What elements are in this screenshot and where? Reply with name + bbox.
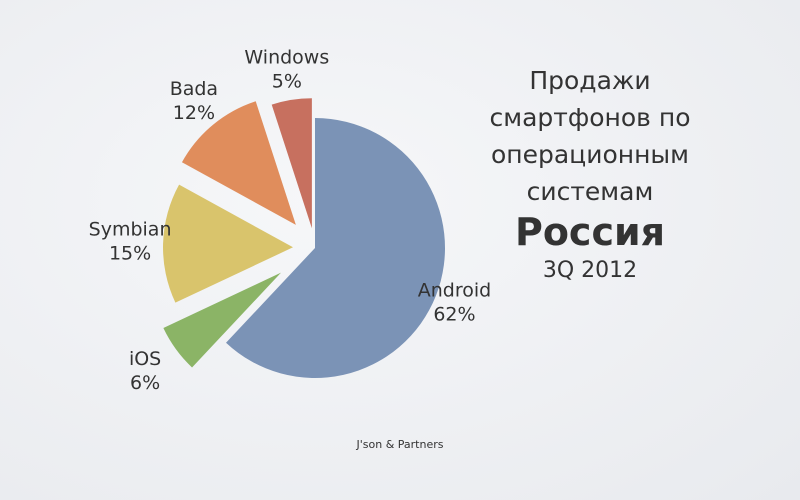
slice-label: Symbian (89, 219, 172, 241)
slice-label: Windows (244, 47, 329, 69)
pie-slice (163, 184, 294, 303)
pie-slice (226, 118, 445, 379)
pie-slice (271, 98, 312, 229)
slice-label: Android (418, 280, 491, 302)
slice-label: Bada (170, 78, 218, 100)
slice-value-label: 62% (433, 304, 475, 326)
slice-value-label: 15% (109, 243, 151, 265)
pie-slice (163, 272, 282, 368)
slice-value-label: 12% (173, 102, 215, 124)
slice-value-label: 5% (272, 71, 302, 93)
slice-label: iOS (129, 348, 161, 370)
slice-value-label: 6% (130, 372, 160, 394)
chart-title: Продажи смартфонов по операционным систе… (489, 66, 691, 206)
pie-slice (181, 101, 296, 225)
source: J'son & Partners (356, 438, 444, 451)
period: 3Q 2012 (542, 258, 638, 283)
chart-subtitle: Россия (514, 210, 666, 254)
